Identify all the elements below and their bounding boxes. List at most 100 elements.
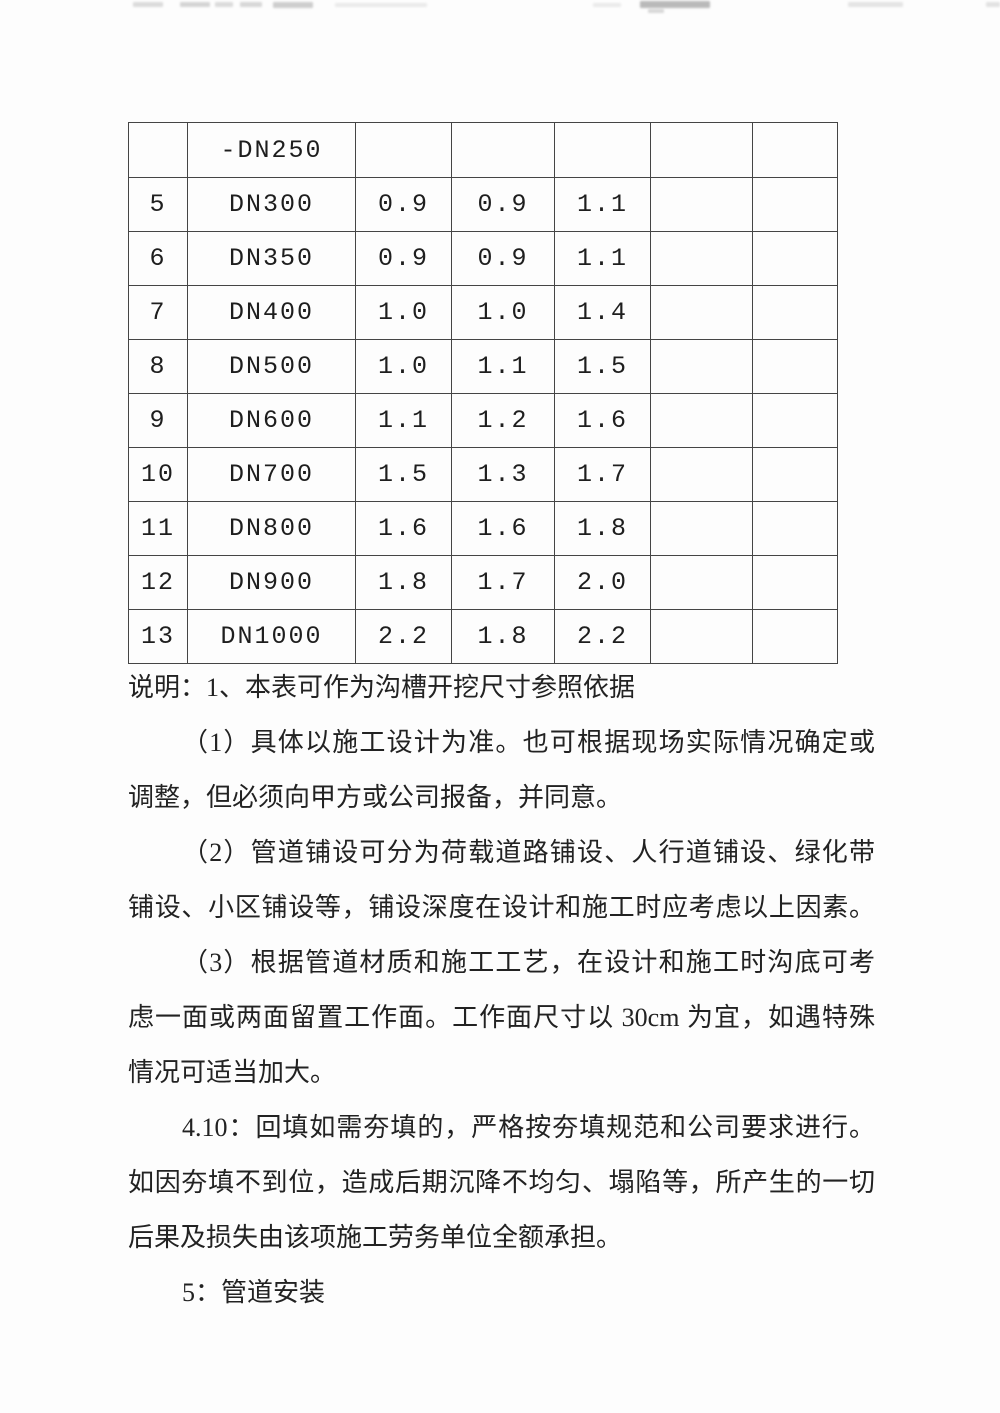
scan-artifact bbox=[240, 2, 262, 7]
table-row: 11 DN800 1.6 1.6 1.8 bbox=[128, 501, 838, 556]
table-cell bbox=[752, 339, 838, 394]
text-line: 调整，但必须向甲方或公司报备，并同意。 bbox=[128, 783, 623, 812]
table-cell: 1.8 bbox=[451, 609, 555, 664]
table-cell bbox=[752, 122, 838, 178]
table-cell: 1.4 bbox=[554, 285, 651, 340]
scan-artifact bbox=[180, 2, 210, 7]
table-cell: 2.2 bbox=[355, 609, 452, 664]
table-cell bbox=[650, 285, 753, 340]
table-row: 10 DN700 1.5 1.3 1.7 bbox=[128, 447, 838, 502]
table-cell: 1.6 bbox=[554, 393, 651, 448]
table-cell: 8 bbox=[128, 339, 188, 394]
table-cell: 9 bbox=[128, 393, 188, 448]
table-cell bbox=[752, 501, 838, 556]
table-cell bbox=[650, 231, 753, 286]
table-cell bbox=[752, 393, 838, 448]
table-cell: 2.2 bbox=[554, 609, 651, 664]
table-row: 7 DN400 1.0 1.0 1.4 bbox=[128, 285, 838, 340]
text-line: 后果及损失由该项施工劳务单位全额承担。 bbox=[128, 1223, 623, 1252]
table-cell: DN400 bbox=[187, 285, 356, 340]
table-cell bbox=[752, 231, 838, 286]
scan-artifact bbox=[215, 2, 233, 7]
table-cell bbox=[650, 609, 753, 664]
table-cell bbox=[752, 609, 838, 664]
table-cell: 1.8 bbox=[355, 555, 452, 610]
table-cell: -DN250 bbox=[187, 122, 356, 178]
table-cell bbox=[752, 177, 838, 232]
table-cell: 1.7 bbox=[554, 447, 651, 502]
table-row: 9 DN600 1.1 1.2 1.6 bbox=[128, 393, 838, 448]
trench-dimension-table: -DN250 5 DN300 0.9 0.9 1.1 6 DN350 0.9 0.9 1.1 7 DN4… bbox=[128, 122, 838, 664]
table-cell: DN600 bbox=[187, 393, 356, 448]
table-cell: 11 bbox=[128, 501, 188, 556]
trench-dimension-table-body: -DN250 5 DN300 0.9 0.9 1.1 6 DN350 0.9 0.9 1.1 7 DN4… bbox=[128, 122, 838, 664]
table-cell: 1.0 bbox=[451, 285, 555, 340]
table-cell: 1.7 bbox=[451, 555, 555, 610]
table-cell: 1.8 bbox=[554, 501, 651, 556]
table-cell bbox=[650, 393, 753, 448]
table-cell: 1.5 bbox=[355, 447, 452, 502]
table-cell: 1.1 bbox=[451, 339, 555, 394]
table-cell: 1.6 bbox=[355, 501, 452, 556]
table-cell bbox=[650, 339, 753, 394]
text-line: 情况可适当加大。 bbox=[128, 1058, 337, 1087]
table-cell bbox=[752, 447, 838, 502]
table-cell: 0.9 bbox=[355, 177, 452, 232]
table-row: 13 DN1000 2.2 1.8 2.2 bbox=[128, 609, 838, 664]
notes: 说明：1、本表可作为沟槽开挖尺寸参照依据 （1）具体以施工设计为准。也可根据现场实… bbox=[128, 660, 875, 1320]
table-cell: 1.0 bbox=[355, 339, 452, 394]
text-line: （2）管道铺设可分为荷载道路铺设、人行道铺设、绿化带 bbox=[182, 838, 875, 867]
table-cell: 7 bbox=[128, 285, 188, 340]
table-cell: 6 bbox=[128, 231, 188, 286]
table-row: 12 DN900 1.8 1.7 2.0 bbox=[128, 555, 838, 610]
table-cell bbox=[554, 122, 651, 178]
table-cell: 1.5 bbox=[554, 339, 651, 394]
text-line: 5：管道安装 bbox=[182, 1278, 326, 1307]
table-cell bbox=[355, 122, 452, 178]
text-line: 如因夯填不到位，造成后期沉降不均匀、塌陷等，所产生的一切 bbox=[128, 1168, 875, 1197]
table-cell: 1.1 bbox=[554, 177, 651, 232]
table-cell bbox=[752, 285, 838, 340]
scan-artifact bbox=[648, 9, 664, 13]
table-cell: 1.3 bbox=[451, 447, 555, 502]
table-cell bbox=[650, 447, 753, 502]
table-cell: DN700 bbox=[187, 447, 356, 502]
table-cell: 12 bbox=[128, 555, 188, 610]
table-cell: DN900 bbox=[187, 555, 356, 610]
table-cell bbox=[752, 555, 838, 610]
table-cell: DN300 bbox=[187, 177, 356, 232]
text-line: （3）根据管道材质和施工工艺，在设计和施工时沟底可考 bbox=[182, 948, 875, 977]
table-cell bbox=[650, 122, 753, 178]
text-line: 铺设、小区铺设等，铺设深度在设计和施工时应考虑以上因素。 bbox=[128, 893, 875, 922]
scan-artifact bbox=[848, 2, 903, 7]
table-row: 5 DN300 0.9 0.9 1.1 bbox=[128, 177, 838, 232]
table-row: -DN250 bbox=[128, 122, 838, 178]
table-cell: 1.1 bbox=[554, 231, 651, 286]
table-cell bbox=[650, 501, 753, 556]
table-cell bbox=[650, 177, 753, 232]
table-cell: 0.9 bbox=[355, 231, 452, 286]
table-cell: DN800 bbox=[187, 501, 356, 556]
text-line: 4.10：回填如需夯填的，严格按夯填规范和公司要求进行。 bbox=[182, 1113, 875, 1142]
table-cell: 1.2 bbox=[451, 393, 555, 448]
text-line: （1）具体以施工设计为准。也可根据现场实际情况确定或 bbox=[182, 728, 875, 757]
table-cell: 5 bbox=[128, 177, 188, 232]
table-cell: DN1000 bbox=[187, 609, 356, 664]
table-cell: 10 bbox=[128, 447, 188, 502]
table-cell: 1.0 bbox=[355, 285, 452, 340]
table-row: 8 DN500 1.0 1.1 1.5 bbox=[128, 339, 838, 394]
scan-artifact bbox=[273, 2, 313, 8]
text-line: 虑一面或两面留置工作面。工作面尺寸以 30cm 为宜，如遇特殊 bbox=[128, 1003, 875, 1032]
table-cell: 0.9 bbox=[451, 231, 555, 286]
table-cell: 2.0 bbox=[554, 555, 651, 610]
table-row: 6 DN350 0.9 0.9 1.1 bbox=[128, 231, 838, 286]
table-cell bbox=[650, 555, 753, 610]
scan-artifact bbox=[133, 2, 163, 7]
table-cell: 13 bbox=[128, 609, 188, 664]
table-cell: DN500 bbox=[187, 339, 356, 394]
table-cell: 0.9 bbox=[451, 177, 555, 232]
scan-artifact bbox=[593, 3, 621, 7]
table-cell bbox=[451, 122, 555, 178]
scan-artifact bbox=[335, 3, 427, 7]
table-cell bbox=[128, 122, 188, 178]
